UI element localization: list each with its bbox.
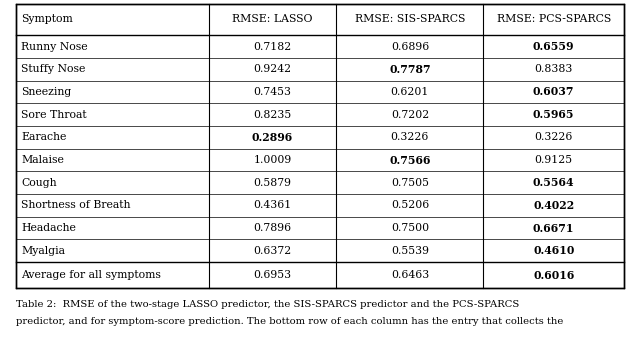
Text: 0.6953: 0.6953 [253, 270, 292, 280]
Text: Sore Throat: Sore Throat [21, 110, 87, 120]
Text: 0.5564: 0.5564 [533, 177, 575, 188]
Text: 0.5879: 0.5879 [253, 178, 292, 188]
Text: RMSE: SIS-SPARCS: RMSE: SIS-SPARCS [355, 14, 465, 24]
Text: 0.5965: 0.5965 [533, 109, 575, 120]
Text: 0.7896: 0.7896 [253, 223, 292, 233]
Text: 0.6463: 0.6463 [391, 270, 429, 280]
Text: Runny Nose: Runny Nose [21, 42, 88, 51]
Text: 0.6037: 0.6037 [533, 86, 575, 98]
Text: 0.9242: 0.9242 [253, 64, 292, 74]
Text: Headache: Headache [21, 223, 76, 233]
Text: Earache: Earache [21, 132, 67, 142]
Text: Sneezing: Sneezing [21, 87, 72, 97]
Text: 0.4022: 0.4022 [533, 200, 574, 211]
Text: 0.7505: 0.7505 [391, 178, 429, 188]
Text: 0.5539: 0.5539 [391, 246, 429, 256]
Text: 0.2896: 0.2896 [252, 132, 293, 143]
Text: 0.9125: 0.9125 [534, 155, 573, 165]
Text: Average for all symptoms: Average for all symptoms [21, 270, 161, 280]
Text: 0.6559: 0.6559 [533, 41, 575, 52]
Text: Symptom: Symptom [21, 14, 73, 24]
Text: Malaise: Malaise [21, 155, 64, 165]
Text: 0.7787: 0.7787 [389, 64, 431, 75]
Text: 0.7202: 0.7202 [391, 110, 429, 120]
Text: 0.3226: 0.3226 [534, 132, 573, 142]
Text: Stuffy Nose: Stuffy Nose [21, 64, 86, 74]
Text: 0.6896: 0.6896 [391, 42, 429, 51]
Text: 0.4361: 0.4361 [253, 201, 292, 210]
Text: predictor, and for symptom-score prediction. The bottom row of each column has t: predictor, and for symptom-score predict… [16, 317, 563, 326]
Text: 1.0009: 1.0009 [253, 155, 292, 165]
Text: Myalgia: Myalgia [21, 246, 65, 256]
Text: RMSE: PCS-SPARCS: RMSE: PCS-SPARCS [497, 14, 611, 24]
Text: Table 2:  RMSE of the two-stage LASSO predictor, the SIS-SPARCS predictor and th: Table 2: RMSE of the two-stage LASSO pre… [16, 300, 519, 309]
Text: 0.7453: 0.7453 [253, 87, 292, 97]
Text: RMSE: LASSO: RMSE: LASSO [232, 14, 313, 24]
Text: Cough: Cough [21, 178, 57, 188]
Text: 0.8383: 0.8383 [534, 64, 573, 74]
Text: 0.5206: 0.5206 [391, 201, 429, 210]
Text: 0.3226: 0.3226 [390, 132, 429, 142]
Text: 0.7182: 0.7182 [253, 42, 292, 51]
Text: 0.4610: 0.4610 [533, 245, 575, 256]
Text: 0.8235: 0.8235 [253, 110, 292, 120]
Text: 0.6671: 0.6671 [533, 222, 575, 234]
Text: 0.6372: 0.6372 [253, 246, 292, 256]
Text: 0.6201: 0.6201 [390, 87, 429, 97]
Text: 0.6016: 0.6016 [533, 270, 575, 280]
Text: Shortness of Breath: Shortness of Breath [21, 201, 131, 210]
Text: 0.7500: 0.7500 [391, 223, 429, 233]
Text: 0.7566: 0.7566 [389, 154, 431, 166]
